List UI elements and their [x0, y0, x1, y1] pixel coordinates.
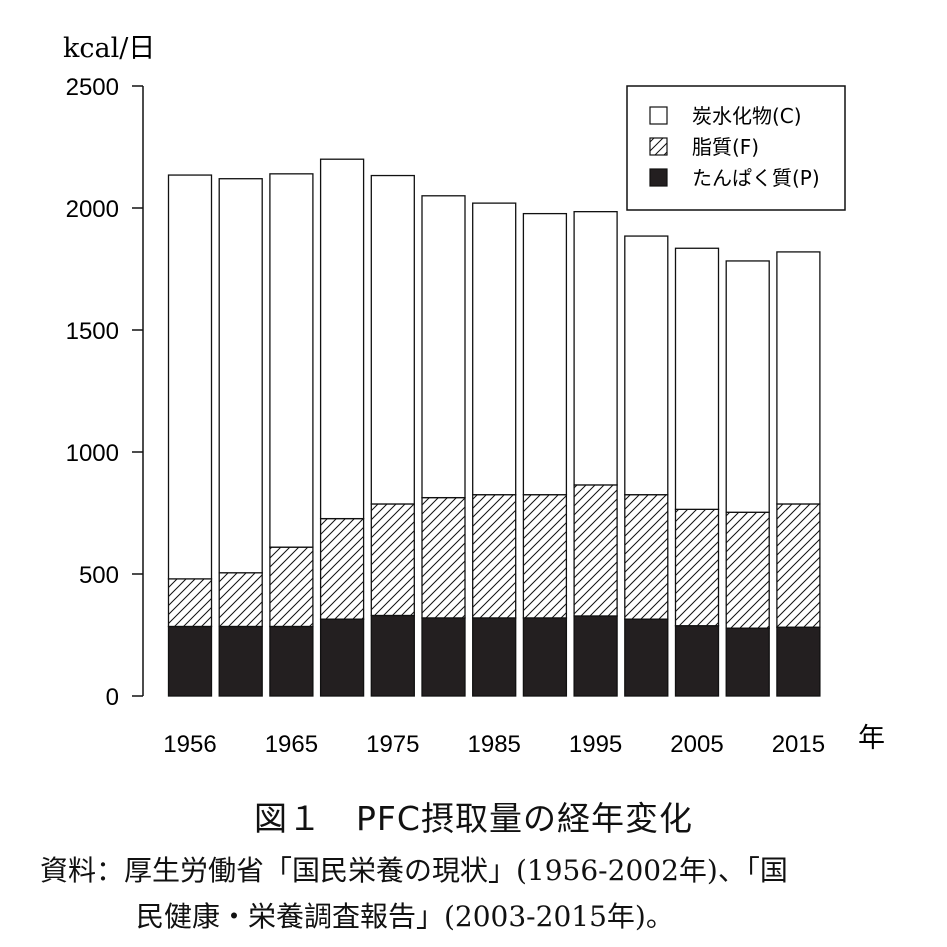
legend: 炭水化物(C) 脂質(F) たんぱく質(P): [626, 85, 846, 211]
bar-segment-hatch-1995: [573, 484, 618, 617]
bar-segment-empty-1985: [472, 202, 517, 496]
bar-segment-hatch-1975: [370, 503, 415, 617]
bar-segment-solid-1960: [218, 625, 263, 697]
bar-segment-solid-1956: [167, 625, 213, 697]
y-tick-label: 1000: [66, 440, 119, 467]
x-tick-label: 1956: [163, 731, 216, 758]
legend-box: [626, 85, 846, 211]
bar-segment-hatch-1960: [218, 572, 263, 628]
bar-segment-empty-1960: [218, 178, 263, 574]
source-line-2: 民健康・栄養調査報告」(2003-2015年)。: [136, 900, 674, 933]
y-tick-label: 2000: [66, 196, 119, 223]
bar-segment-hatch-1980: [421, 496, 466, 619]
legend-label-solid: たんぱく質(P): [692, 166, 820, 190]
x-tick-label: 1965: [265, 731, 318, 758]
source-line-1: 資料：厚生労働省「国民栄養の現状」(1956-2002年)、「国: [40, 854, 788, 887]
bar-segment-solid-2015: [776, 626, 821, 697]
bar-segment-hatch-2015: [776, 503, 821, 628]
bar-segment-hatch-2000: [624, 494, 669, 620]
x-tick-label: 1995: [569, 731, 622, 758]
bar-segment-hatch-1965: [269, 546, 314, 628]
bar-segment-empty-1970: [319, 158, 365, 520]
pfc-stacked-bar-chart: kcal/日 年 0 500 1000 1500 2000 2500 1956 1965 197…: [63, 33, 885, 758]
bar-segment-solid-1985: [472, 617, 517, 697]
bar-segment-empty-2010: [725, 260, 770, 513]
bar-segment-solid-1980: [421, 617, 466, 697]
y-tick-label: 0: [106, 684, 119, 711]
x-tick-label: 1985: [468, 731, 521, 758]
source-note: 資料：厚生労働省「国民栄養の現状」(1956-2002年)、「国 民健康・栄養調…: [40, 848, 920, 940]
bar-segment-solid-2005: [674, 625, 720, 697]
legend-label-empty: 炭水化物(C): [692, 104, 802, 128]
legend-swatch-solid: [649, 168, 668, 187]
bar-segment-solid-1995: [573, 615, 618, 697]
bar-segment-solid-1970: [319, 618, 365, 697]
bar-segment-empty-1995: [573, 211, 618, 486]
legend-swatch-hatch: [649, 137, 668, 156]
bar-segment-hatch-1985: [472, 494, 517, 619]
x-tick-label: 2015: [772, 731, 825, 758]
bar-segment-solid-2000: [624, 618, 669, 697]
bar-segment-hatch-1990: [522, 494, 568, 619]
y-axis-unit-label: kcal/日: [63, 33, 155, 64]
bar-segment-empty-2005: [674, 247, 720, 510]
bar-segment-empty-1975: [370, 174, 415, 505]
bar-segment-empty-2000: [624, 235, 669, 496]
legend-label-hatch: 脂質(F): [692, 135, 759, 159]
bar-segment-hatch-1956: [167, 578, 213, 628]
y-tick-label: 500: [79, 562, 119, 589]
bar-segment-empty-2015: [776, 251, 821, 505]
figure-caption: 図１ PFC摂取量の経年変化: [254, 799, 693, 838]
x-tick-label: 1975: [366, 731, 419, 758]
legend-swatch-empty: [649, 106, 668, 125]
bar-segment-empty-1965: [269, 173, 314, 548]
bar-segment-empty-1956: [167, 174, 213, 580]
y-tick-label: 2500: [66, 74, 119, 101]
x-axis-unit-label: 年: [858, 723, 885, 754]
bar-segment-hatch-1970: [319, 517, 365, 620]
bar-segment-hatch-2005: [674, 508, 720, 627]
bar-segment-solid-1990: [522, 617, 568, 697]
bar-segment-hatch-2010: [725, 511, 770, 629]
bar-segment-solid-1975: [370, 614, 415, 697]
y-tick-label: 1500: [66, 318, 119, 345]
x-tick-label: 2005: [670, 731, 723, 758]
bar-segment-empty-1990: [522, 212, 568, 496]
bar-segment-solid-1965: [269, 625, 314, 697]
bar-segment-solid-2010: [725, 627, 770, 697]
bar-segment-empty-1980: [421, 195, 466, 499]
